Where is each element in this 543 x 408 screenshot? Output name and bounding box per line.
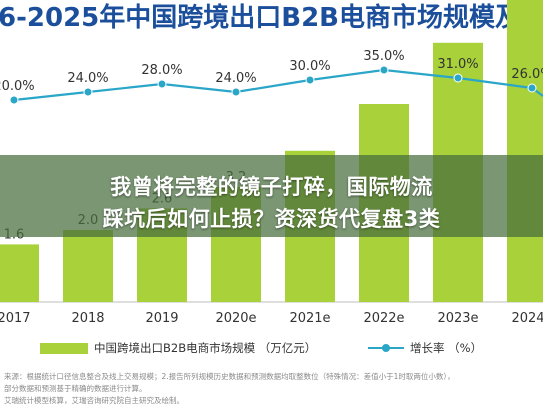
bar-2017 <box>0 244 39 302</box>
x-tick-2019: 2019 <box>145 311 178 326</box>
growth-line-layer <box>9 65 543 105</box>
growth-point-2020e <box>231 87 241 97</box>
legend-item-market-size: 中国跨境出口B2B电商市场规模 （万亿元） <box>40 340 316 356</box>
caption-overlay: 我曾将完整的镜子打碎，国际物流 踩坑后如何止损？资深货代复盘3类 <box>0 155 543 237</box>
growth-value-label-2019: 28.0% <box>141 63 182 78</box>
legend-label-market-size: 中国跨境出口B2B电商市场规模 （万亿元） <box>94 341 317 355</box>
growth-value-label-2024e: 26.0% <box>511 67 543 82</box>
x-tick-2022e: 2022e <box>363 311 404 326</box>
growth-labels-layer: 20.0% 24.0% 28.0% 24.0% 30.0% 35.0% 31.0% 26.0% <box>0 49 543 94</box>
chart-legend: 中国跨境出口B2B电商市场规模 （万亿元） 增长率 （%） <box>0 340 543 360</box>
bar-2024e <box>507 0 543 302</box>
footnote-line-3: 艾瑞统计模型核算，艾瑞咨询研究院自主研究及绘制。 <box>4 396 184 405</box>
growth-value-label-2020e: 24.0% <box>215 71 256 86</box>
x-tick-2018: 2018 <box>71 311 104 326</box>
growth-value-label-2018: 24.0% <box>67 71 108 86</box>
chart-title: 6-2025年中国跨境出口B2B电商市场规模及 <box>0 2 521 33</box>
legend-line-swatch <box>368 342 404 354</box>
x-tick-2024e: 2024e <box>511 311 543 326</box>
growth-value-label-2023e: 31.0% <box>437 57 478 72</box>
growth-value-label-2022e: 35.0% <box>363 49 404 64</box>
growth-point-2021e <box>305 75 315 85</box>
x-tick-2020e: 2020e <box>215 311 256 326</box>
legend-item-growth-rate: 增长率 （%） <box>368 340 482 356</box>
growth-value-label-2017: 20.0% <box>0 79 35 94</box>
x-tick-labels: 2017 2018 2019 2020e 2021e 2022e 2023e 2024e <box>0 311 543 326</box>
footnote-line-1: 来源：根据统计口径信息整合及线上交易规模；2.报告所列规模历史数据和预测数据均取… <box>4 372 455 381</box>
legend-label-growth-rate: 增长率 （%） <box>410 341 483 355</box>
overlay-caption-line-1: 我曾将完整的镜子打碎，国际物流 <box>110 175 433 199</box>
growth-point-2022e <box>379 65 389 75</box>
growth-point-2018 <box>83 87 93 97</box>
growth-point-2023e <box>453 73 463 83</box>
legend-bar-swatch <box>40 342 88 354</box>
x-tick-2017: 2017 <box>0 311 31 326</box>
growth-point-2019 <box>157 79 167 89</box>
x-tick-2021e: 2021e <box>289 311 330 326</box>
bar-2018 <box>63 230 113 302</box>
growth-value-label-2021e: 30.0% <box>289 59 330 74</box>
x-tick-2023e: 2023e <box>437 311 478 326</box>
growth-point-2024e <box>527 83 537 93</box>
overlay-caption-line-2: 踩坑后如何止损？资深货代复盘3类 <box>102 207 441 231</box>
growth-rate-line <box>13 68 533 102</box>
growth-point-2017 <box>9 95 19 105</box>
footnote-line-2: 部分数据和预测基于精确的数据进行计算。 <box>4 384 147 393</box>
